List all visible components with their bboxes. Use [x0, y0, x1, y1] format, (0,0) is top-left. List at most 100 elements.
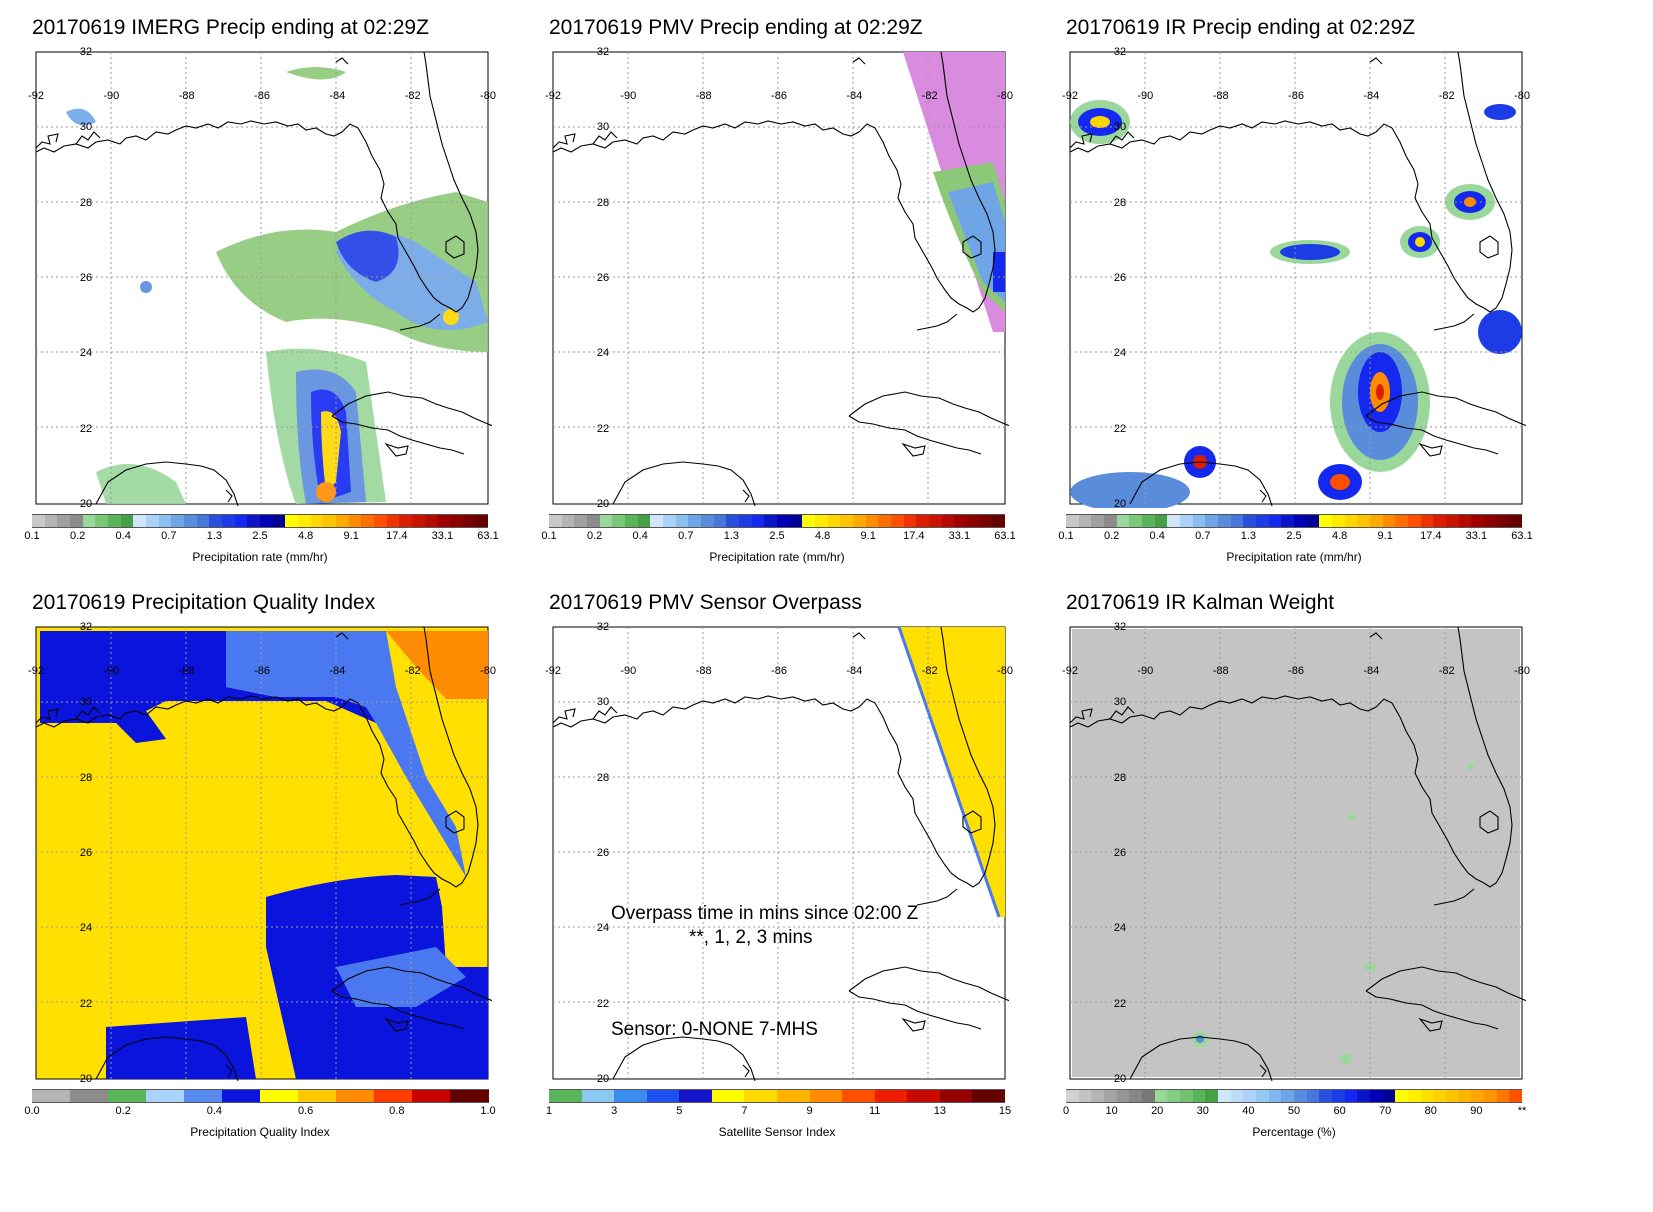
colorbar-swatch — [853, 514, 867, 528]
colorbar-tick: 9 — [806, 1105, 813, 1117]
colorbar-tick: 0.2 — [69, 530, 86, 542]
colorbar-swatch — [44, 514, 58, 528]
colorbar-swatch — [450, 514, 464, 528]
lon-label: -92 — [1062, 90, 1078, 102]
lat-label: 30 — [79, 121, 93, 134]
lon-label: -82 — [921, 90, 938, 102]
colorbar-swatch — [462, 514, 476, 528]
panel-kalman: 20170619 IR Kalman Weight -92 -90 -88 -86 -8… — [1062, 591, 1586, 1191]
lon-label: -92 — [545, 90, 561, 102]
lat-label: 20 — [596, 498, 610, 510]
colorbar-swatch — [1116, 1089, 1130, 1103]
colorbar-tick: 0.0 — [24, 1105, 40, 1117]
colorbar-swatch — [108, 1089, 147, 1103]
colorbar-tick: 9.1 — [343, 530, 359, 542]
colorbar-tick: 0.2 — [1103, 530, 1120, 542]
lon-label: -92 — [545, 665, 561, 677]
colorbar-swatch — [1218, 514, 1232, 528]
precip-map — [552, 51, 1009, 507]
colorbar-swatch — [941, 514, 955, 528]
colorbar-swatch — [32, 1089, 71, 1103]
lon-label: -88 — [1212, 90, 1229, 102]
lon-label: -90 — [620, 665, 637, 677]
colorbar-swatch — [1256, 1089, 1270, 1103]
lon-label: -80 — [1514, 665, 1530, 677]
colorbar-swatch — [386, 514, 400, 528]
colorbar-swatch — [679, 1089, 713, 1103]
colorbar-swatch — [1066, 1089, 1080, 1103]
weight-map — [1069, 626, 1526, 1082]
colorbar-swatch — [437, 514, 451, 528]
colorbar-swatch — [726, 514, 740, 528]
colorbar-swatch — [1420, 514, 1434, 528]
lat-label: 24 — [79, 347, 93, 360]
colorbar-swatch — [95, 514, 109, 528]
colorbar-swatch — [1256, 514, 1270, 528]
colorbar-swatch — [1192, 514, 1206, 528]
lon-label: -90 — [103, 90, 120, 102]
lon-label: -88 — [178, 90, 195, 102]
colorbar-swatch — [614, 1089, 648, 1103]
panel-overpass: 20170619 PMV Sensor Overpass Overpass ti… — [545, 591, 1069, 1191]
lat-label: 20 — [79, 498, 93, 510]
colorbar-swatch — [146, 1089, 185, 1103]
colorbar-tick: 0.1 — [1058, 530, 1074, 542]
colorbar-swatch — [809, 1089, 843, 1103]
colorbar-swatch — [1395, 1089, 1409, 1103]
colorbar-swatch — [1104, 514, 1118, 528]
colorbar-swatch — [133, 514, 147, 528]
colorbar-label: Precipitation rate (mm/hr) — [192, 550, 328, 564]
colorbar-swatch — [1180, 514, 1194, 528]
colorbar-swatch — [1243, 514, 1257, 528]
lat-label: 30 — [596, 121, 610, 134]
colorbar-tick: 13 — [933, 1105, 946, 1117]
colorbar-swatch — [1484, 514, 1498, 528]
colorbar-swatch — [1154, 514, 1168, 528]
colorbar-swatch — [1205, 1089, 1219, 1103]
colorbar-swatch — [891, 514, 905, 528]
colorbar-swatch — [1332, 514, 1346, 528]
overpass-note-line1: Overpass time in mins since 02:00 Z — [611, 903, 919, 924]
colorbar-swatch — [878, 514, 892, 528]
colorbar-swatch — [1370, 514, 1384, 528]
colorbar-swatch — [1382, 1089, 1396, 1103]
colorbar-swatch — [865, 514, 879, 528]
colorbar-tick: 33.1 — [431, 530, 454, 542]
colorbar-swatch — [260, 514, 274, 528]
colorbar-label: Percentage (%) — [1252, 1125, 1336, 1139]
panel-title: 20170619 PMV Precip ending at 02:29Z — [549, 16, 923, 39]
lat-label: 30 — [1113, 121, 1127, 134]
colorbar-swatch — [1116, 514, 1130, 528]
lat-label: 32 — [79, 621, 93, 633]
colorbar-tick: 0.1 — [541, 530, 557, 542]
colorbar-tick: 40 — [1242, 1105, 1255, 1117]
panel-pmv: 20170619 PMV Precip ending at 02:29Z -92… — [541, 16, 1069, 616]
colorbar-tick: 15 — [998, 1105, 1012, 1117]
lon-label: -86 — [771, 90, 787, 102]
colorbar-tick: 4.8 — [297, 530, 314, 542]
colorbar-swatch — [412, 1089, 451, 1103]
colorbar-swatch — [1484, 1089, 1498, 1103]
colorbar-label: Precipitation rate (mm/hr) — [1226, 550, 1362, 564]
colorbar-swatch — [1268, 1089, 1282, 1103]
colorbar-tick: 0.4 — [632, 530, 648, 542]
colorbar-swatch — [549, 1089, 583, 1103]
colorbar-tick: 33.1 — [1465, 530, 1488, 542]
colorbar-swatch — [1078, 514, 1092, 528]
colorbar-swatch — [1129, 1089, 1143, 1103]
colorbar-tick: 4.8 — [814, 530, 831, 542]
colorbar-tick: 4.8 — [1331, 530, 1348, 542]
colorbar-tick: 0.8 — [389, 1105, 405, 1117]
colorbar-swatch — [744, 1089, 778, 1103]
colorbar-tick: 63.1 — [1511, 530, 1533, 542]
colorbar-swatch — [57, 514, 71, 528]
lat-label: 22 — [596, 997, 610, 1010]
precip-map — [1069, 51, 1526, 508]
lon-label: -80 — [1514, 90, 1530, 102]
lat-label: 24 — [596, 347, 610, 360]
lon-label: -82 — [404, 665, 421, 677]
colorbar-swatch — [158, 514, 172, 528]
colorbar-swatch — [1370, 1089, 1384, 1103]
panel-quality: 20170619 Precipitation Quality Index -92… — [24, 591, 552, 1191]
colorbar-swatch — [1167, 514, 1181, 528]
